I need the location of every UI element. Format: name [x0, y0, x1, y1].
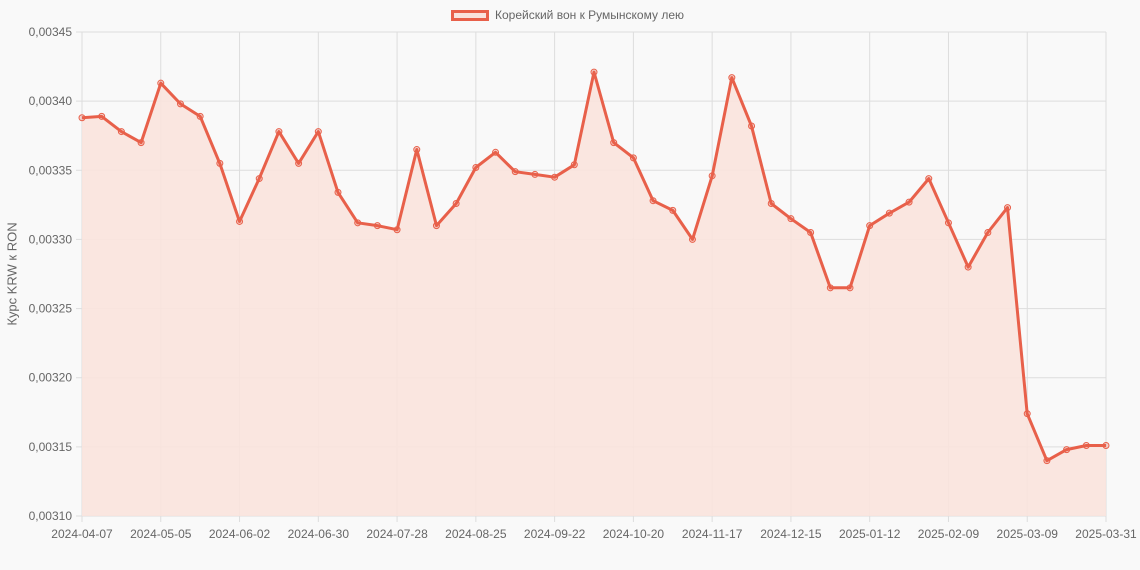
x-tick-label: 2024-08-25 — [445, 527, 507, 541]
x-tick-label: 2025-03-09 — [997, 527, 1059, 541]
data-point[interactable] — [255, 175, 263, 183]
data-point[interactable] — [236, 217, 244, 225]
y-tick-label: 0,00330 — [29, 232, 73, 246]
data-point[interactable] — [925, 175, 933, 183]
data-points — [78, 68, 1110, 465]
y-tick-label: 0,00335 — [29, 163, 73, 177]
data-point[interactable] — [826, 284, 834, 292]
data-point[interactable] — [1023, 410, 1031, 418]
data-point[interactable] — [511, 168, 519, 176]
data-point[interactable] — [452, 199, 460, 207]
x-tick-label: 2024-07-28 — [366, 527, 428, 541]
x-tick-label: 2024-06-30 — [288, 527, 350, 541]
data-point[interactable] — [295, 159, 303, 167]
x-tick-label: 2024-12-15 — [760, 527, 822, 541]
data-point[interactable] — [708, 172, 716, 180]
data-point[interactable] — [1004, 204, 1012, 212]
data-point[interactable] — [275, 128, 283, 136]
data-point[interactable] — [551, 173, 559, 181]
data-point[interactable] — [944, 219, 952, 227]
data-point[interactable] — [728, 74, 736, 82]
data-point[interactable] — [432, 222, 440, 230]
y-tick-label: 0,00325 — [29, 302, 73, 316]
data-point[interactable] — [787, 215, 795, 223]
data-point[interactable] — [354, 219, 362, 227]
data-point[interactable] — [688, 235, 696, 243]
data-point[interactable] — [1063, 446, 1071, 454]
legend-label: Корейский вон к Румынскому лею — [495, 8, 684, 22]
data-point[interactable] — [1043, 457, 1051, 465]
y-tick-label: 0,00320 — [29, 371, 73, 385]
data-point[interactable] — [78, 114, 86, 122]
data-point[interactable] — [531, 170, 539, 178]
data-point[interactable] — [393, 226, 401, 234]
data-point[interactable] — [472, 164, 480, 172]
data-line — [81, 70, 1106, 463]
legend-swatch-icon — [451, 9, 489, 21]
x-tick-label: 2024-11-17 — [682, 527, 743, 541]
data-point[interactable] — [767, 199, 775, 207]
y-tick-label: 0,00310 — [29, 509, 73, 523]
data-point[interactable] — [570, 161, 578, 169]
x-tick-label: 2025-01-12 — [839, 527, 901, 541]
data-point[interactable] — [807, 229, 815, 237]
data-point[interactable] — [314, 128, 322, 136]
y-tick-label: 0,00340 — [29, 94, 73, 108]
x-axis-ticks: 2024-04-07 2024-05-05 2024-06-02 2024-06-30… — [51, 527, 1137, 541]
data-point[interactable] — [373, 222, 381, 230]
data-point[interactable] — [866, 222, 874, 230]
x-tick-label: 2024-05-05 — [130, 527, 192, 541]
x-tick-label: 2024-06-02 — [209, 527, 271, 541]
data-point[interactable] — [846, 284, 854, 292]
x-tick-label: 2024-04-07 — [51, 527, 113, 541]
data-point[interactable] — [137, 139, 145, 147]
y-axis-ticks: 0,00310 0,00315 0,00320 0,00325 0,00330 0,003… — [29, 25, 73, 523]
data-point[interactable] — [629, 154, 637, 162]
data-point[interactable] — [216, 159, 224, 167]
x-tick-label: 2024-09-22 — [524, 527, 586, 541]
data-point[interactable] — [649, 197, 657, 205]
data-point[interactable] — [176, 100, 184, 108]
data-point[interactable] — [964, 263, 972, 271]
data-point[interactable] — [492, 148, 500, 156]
data-point[interactable] — [117, 128, 125, 136]
y-tick-label: 0,00345 — [29, 25, 73, 39]
y-tick-label: 0,00315 — [29, 440, 73, 454]
y-axis-label: Курс KRW к RON — [4, 222, 20, 326]
x-tick-label: 2024-10-20 — [603, 527, 665, 541]
data-point[interactable] — [196, 112, 204, 120]
legend-item[interactable]: Корейский вон к Румынскому лею — [451, 6, 684, 24]
data-point[interactable] — [748, 122, 756, 130]
x-tick-label: 2025-03-31 — [1075, 527, 1137, 541]
data-point[interactable] — [334, 188, 342, 196]
data-point[interactable] — [98, 112, 106, 120]
x-tick-label: 2025-02-09 — [918, 527, 980, 541]
area-fill — [82, 72, 1106, 516]
data-point[interactable] — [157, 79, 165, 87]
data-point[interactable] — [1102, 441, 1110, 449]
data-point[interactable] — [610, 139, 618, 147]
data-point[interactable] — [669, 206, 677, 214]
data-point[interactable] — [413, 146, 421, 154]
data-point[interactable] — [984, 229, 992, 237]
data-point[interactable] — [905, 198, 913, 206]
data-point[interactable] — [590, 68, 598, 76]
data-point[interactable] — [1082, 441, 1090, 449]
data-point[interactable] — [885, 209, 893, 217]
